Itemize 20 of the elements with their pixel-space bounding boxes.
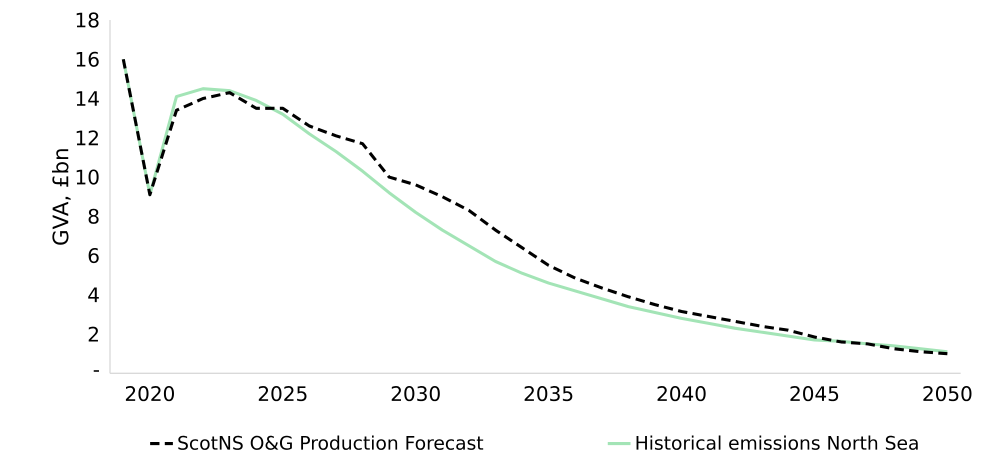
y-axis-title: GVA, £bn [52,149,71,245]
y-tick-label: 12 [76,130,98,146]
x-tick-label: 2035 [524,386,572,402]
y-tick-label: 10 [76,169,99,185]
x-tick-label: 2040 [658,386,706,402]
y-tick-label: 16 [76,52,99,67]
x-tick-label: 2050 [923,386,972,402]
legend-label: Historical emissions North Sea [636,435,918,450]
y-tick-label: 18 [76,12,99,28]
legend-label: ScotNS O&G Production Forecast [178,435,484,450]
x-tick-label: 2030 [392,386,440,402]
x-tick-label: 2020 [126,386,174,402]
y-tick-label: 2 [88,326,98,342]
y-tick-label: 4 [88,288,99,302]
x-tick-label: 2045 [790,386,838,402]
y-tick-label: 8 [88,208,99,224]
x-tick-label: 2025 [258,386,306,402]
y-tick-label: 6 [88,248,99,264]
y-tick-label: 14 [76,91,99,106]
y-tick-label: - [94,370,99,372]
